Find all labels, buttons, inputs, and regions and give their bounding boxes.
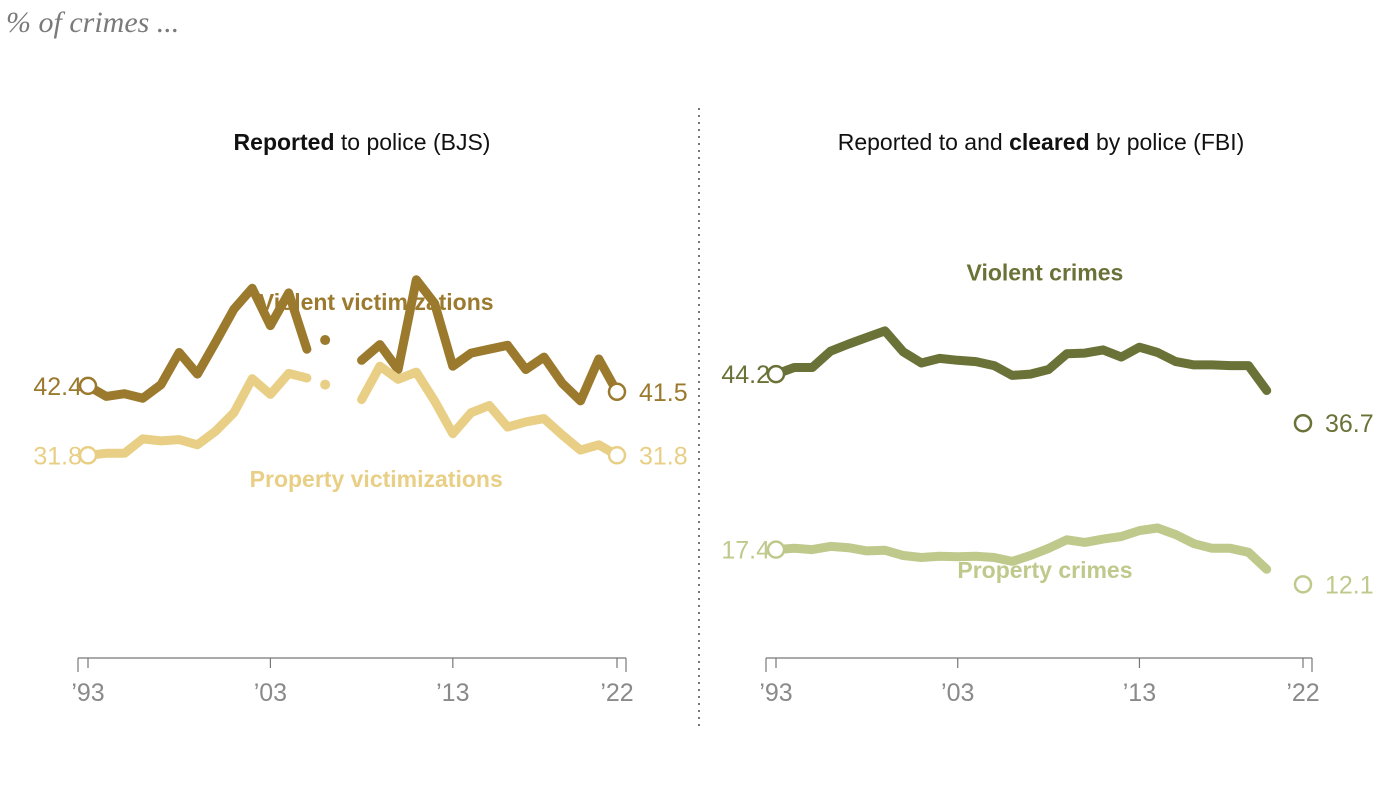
end-point-marker	[607, 446, 627, 465]
start-value-label: 42.4	[33, 373, 82, 401]
panel-title-part: cleared	[1009, 129, 1090, 155]
series-name-label: Property crimes	[957, 557, 1132, 583]
chart-panels: Reported to police (BJS) ’93 ’03 ’13 ’22 42.4…	[33, 129, 1373, 707]
start-point-marker	[766, 364, 786, 384]
start-point-marker	[78, 446, 98, 465]
series-violent-victimizations: 42.4 41.5 Violent victimizations	[33, 275, 688, 407]
end-point-marker	[1293, 575, 1313, 594]
series-line	[83, 368, 312, 460]
start-value-label: 17.4	[721, 537, 770, 565]
end-value-label: 31.8	[639, 442, 688, 470]
start-value-label: 31.8	[33, 442, 82, 470]
start-point-marker	[78, 376, 98, 396]
x-tick-label: ’03	[254, 679, 287, 707]
panel-title: Reported to police (BJS)	[234, 129, 491, 155]
x-tick-label: ’22	[600, 679, 633, 707]
x-tick-label: ’22	[1286, 679, 1319, 707]
series-property-crimes: 17.4 12.1 Property crimes	[721, 523, 1374, 599]
panel-title-part: by police (FBI)	[1090, 129, 1245, 155]
end-value-label: 12.1	[1325, 571, 1374, 599]
end-point-marker	[607, 382, 627, 402]
series-name-label: Violent crimes	[967, 259, 1124, 285]
panel-title: Reported to and cleared by police (FBI)	[838, 129, 1245, 155]
series-line	[83, 283, 312, 403]
x-tick-label: ’13	[436, 679, 469, 707]
series-line	[771, 326, 1272, 395]
end-value-label: 41.5	[639, 379, 688, 407]
x-tick-label: ’13	[1123, 679, 1156, 707]
panel-2: Reported to and cleared by police (FBI) ’…	[721, 129, 1373, 707]
series-line	[771, 523, 1272, 574]
series-line	[357, 275, 622, 406]
x-tick-label: ’93	[759, 679, 792, 707]
end-point-marker	[1293, 413, 1313, 433]
series-line	[357, 361, 622, 460]
x-tick-label: ’93	[71, 679, 104, 707]
panel-title-part: to police (BJS)	[335, 129, 491, 155]
series-violent-crimes: 44.2 36.7 Violent crimes	[721, 259, 1373, 438]
panel-1: Reported to police (BJS) ’93 ’03 ’13 ’22 42.4…	[33, 129, 687, 707]
series-name-label: Violent victimizations	[259, 289, 494, 315]
x-tick-label: ’03	[941, 679, 974, 707]
series-name-label: Property victimizations	[250, 466, 503, 492]
chart-subtitle: % of crimes ...	[6, 6, 179, 39]
start-point-marker	[766, 540, 786, 559]
isolated-data-point	[320, 335, 331, 346]
start-value-label: 44.2	[721, 361, 770, 389]
panel-title-part: Reported to and	[838, 129, 1009, 155]
panel-title-part: Reported	[234, 129, 335, 155]
series-property-victimizations: 31.8 31.8 Property victimizations	[33, 361, 688, 492]
end-value-label: 36.7	[1325, 410, 1374, 438]
isolated-data-point	[320, 379, 331, 390]
